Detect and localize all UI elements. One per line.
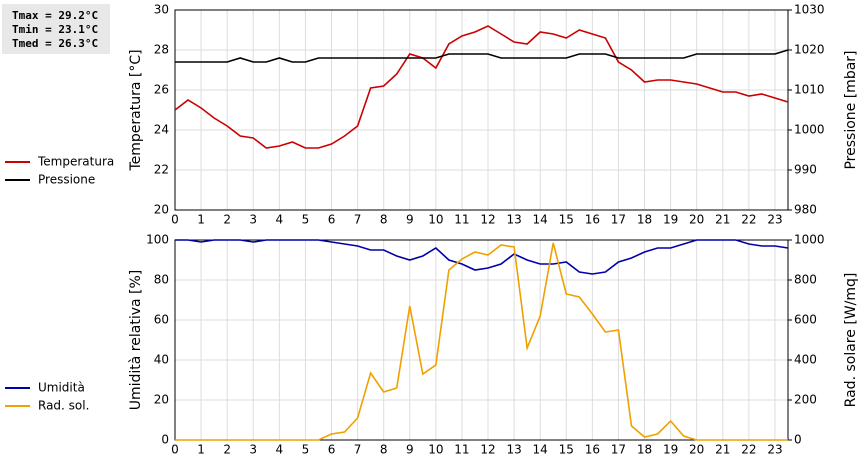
y-tick-label: 0	[161, 433, 169, 447]
x-tick-label: 0	[171, 213, 179, 227]
x-tick-label: 21	[715, 443, 730, 457]
series-line	[175, 49, 789, 63]
y-tick-label: 28	[154, 43, 169, 57]
y-axis-label: Temperatura [°C]	[128, 49, 144, 171]
x-tick-label: 6	[328, 443, 336, 457]
x-tick-label: 12	[480, 443, 495, 457]
x-tick-label: 22	[741, 443, 756, 457]
x-tick-label: 10	[428, 443, 443, 457]
x-tick-label: 1	[197, 443, 205, 457]
x-tick-label: 17	[611, 443, 626, 457]
x-tick-label: 22	[741, 213, 756, 227]
x-tick-label: 8	[380, 213, 388, 227]
x-tick-label: 11	[454, 213, 469, 227]
series-line	[175, 242, 788, 441]
x-tick-label: 12	[480, 213, 495, 227]
legend-label: Temperatura	[37, 155, 114, 169]
plot-frame	[174, 239, 789, 441]
stat-min: Tmin = 23.1°C	[12, 23, 98, 36]
x-tick-label: 2	[223, 443, 231, 457]
stat-max: Tmax = 29.2°C	[12, 9, 98, 22]
x-tick-label: 21	[715, 213, 730, 227]
x-tick-label: 5	[302, 213, 310, 227]
x-tick-label: 18	[637, 213, 652, 227]
x-tick-label: 1	[197, 213, 205, 227]
y2-tick-label: 800	[794, 273, 817, 287]
x-tick-label: 23	[767, 213, 782, 227]
x-tick-label: 3	[249, 443, 257, 457]
legend-label: Pressione	[38, 173, 95, 187]
x-tick-label: 19	[663, 443, 678, 457]
x-tick-label: 16	[585, 213, 600, 227]
x-tick-label: 4	[276, 213, 284, 227]
y-tick-label: 100	[146, 233, 169, 247]
x-tick-label: 8	[380, 443, 388, 457]
y2-tick-label: 600	[794, 313, 817, 327]
y2-tick-label: 400	[794, 353, 817, 367]
y2-axis-label: Pressione [mbar]	[843, 50, 859, 169]
x-tick-label: 20	[689, 213, 704, 227]
legend-label: Umidità	[38, 381, 85, 395]
y-tick-label: 24	[154, 123, 169, 137]
x-tick-label: 0	[171, 443, 179, 457]
x-tick-label: 19	[663, 213, 678, 227]
y2-tick-label: 980	[794, 203, 817, 217]
series-line	[175, 239, 789, 275]
x-tick-label: 14	[533, 213, 548, 227]
y-tick-label: 80	[154, 273, 169, 287]
x-tick-label: 17	[611, 213, 626, 227]
stat-mean: Tmed = 26.3°C	[12, 37, 98, 50]
series-line	[174, 25, 789, 149]
x-tick-label: 10	[428, 213, 443, 227]
x-tick-label: 9	[406, 213, 414, 227]
y2-tick-label: 1030	[794, 3, 825, 17]
x-tick-label: 23	[767, 443, 782, 457]
x-tick-label: 15	[559, 443, 574, 457]
x-tick-label: 2	[223, 213, 231, 227]
y2-tick-label: 1000	[794, 123, 825, 137]
y2-tick-label: 200	[794, 393, 817, 407]
y-tick-label: 20	[154, 393, 169, 407]
x-tick-label: 6	[328, 213, 336, 227]
x-tick-label: 14	[533, 443, 548, 457]
x-tick-label: 7	[354, 213, 362, 227]
y2-tick-label: 1020	[794, 43, 825, 57]
x-tick-label: 15	[559, 213, 574, 227]
x-tick-label: 4	[276, 443, 284, 457]
x-tick-label: 7	[354, 443, 362, 457]
x-tick-label: 5	[302, 443, 310, 457]
y-tick-label: 26	[154, 83, 169, 97]
x-tick-label: 11	[454, 443, 469, 457]
plot-area	[175, 10, 788, 210]
y2-axis-label: Rad. solare [W/mq]	[843, 273, 859, 408]
y2-tick-label: 990	[794, 163, 817, 177]
y-tick-label: 20	[154, 203, 169, 217]
x-tick-label: 13	[506, 443, 521, 457]
y-tick-label: 22	[154, 163, 169, 177]
x-tick-label: 20	[689, 443, 704, 457]
x-tick-label: 9	[406, 443, 414, 457]
y-axis-label: Umidità relativa [%]	[128, 270, 144, 411]
x-tick-label: 3	[249, 213, 257, 227]
stats-box	[2, 4, 110, 54]
plot-area	[175, 240, 788, 440]
y-tick-label: 40	[154, 353, 169, 367]
x-tick-label: 18	[637, 443, 652, 457]
x-tick-label: 16	[585, 443, 600, 457]
y-tick-label: 30	[154, 3, 169, 17]
y2-tick-label: 1010	[794, 83, 825, 97]
x-tick-label: 13	[506, 213, 521, 227]
y-tick-label: 60	[154, 313, 169, 327]
legend-label: Rad. sol.	[38, 399, 89, 413]
y2-tick-label: 1000	[794, 233, 825, 247]
y2-tick-label: 0	[794, 433, 802, 447]
